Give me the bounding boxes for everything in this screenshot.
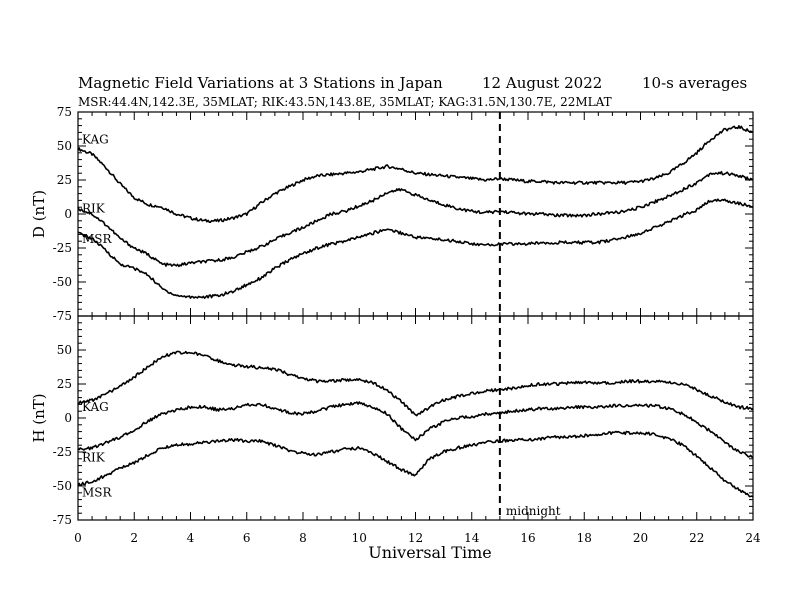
d-series-kag-label: KAG [82, 133, 109, 147]
h-ytick-label: -75 [53, 513, 72, 527]
d-ytick-label: -25 [53, 241, 72, 255]
chart-averages-note: 10-s averages [642, 74, 747, 92]
xtick-label: 6 [243, 531, 251, 545]
h-axis-label: H (nT) [30, 393, 48, 442]
d-ytick-label: 0 [64, 207, 72, 221]
series-labels: KAG RIK MSR KAG RIK MSR [82, 133, 113, 500]
h-series-kag-line [77, 350, 754, 417]
d-ytick-label: 75 [57, 105, 72, 119]
h-series-rik-label: RIK [82, 450, 106, 464]
chart-date: 12 August 2022 [482, 74, 602, 92]
h-ytick-label: 0 [64, 411, 72, 425]
d-ytick-label: -75 [53, 309, 72, 323]
xtick-label: 18 [577, 531, 592, 545]
x-axis-label: Universal Time [368, 543, 491, 562]
d-series-kag-line [77, 125, 754, 223]
d-series-msr-label: MSR [82, 232, 113, 246]
midnight-label: midnight [506, 504, 561, 518]
xtick-label: 2 [130, 531, 138, 545]
d-ytick-label: -50 [53, 275, 72, 289]
h-ytick-label: -50 [53, 479, 72, 493]
xtick-label: 4 [187, 531, 195, 545]
xtick-label: 10 [352, 531, 367, 545]
h-series-msr-label: MSR [82, 486, 113, 500]
chart-title: Magnetic Field Variations at 3 Stations … [78, 74, 443, 92]
h-panel-frame [77, 315, 754, 521]
h-ytick-label: 50 [57, 343, 72, 357]
xtick-label: 22 [689, 531, 704, 545]
h-ytick-label: -25 [53, 445, 72, 459]
h-series-kag-label: KAG [82, 400, 109, 414]
xtick-label: 8 [299, 531, 307, 545]
d-series-rik-label: RIK [82, 202, 106, 216]
d-series-rik-line [77, 170, 754, 268]
series-lines [77, 125, 754, 498]
h-ytick-label: 25 [57, 377, 72, 391]
d-axis-label: D (nT) [30, 190, 48, 238]
h-series-msr-line [77, 430, 754, 498]
xtick-label: 12 [408, 531, 423, 545]
xtick-label: 14 [464, 531, 480, 545]
d-ytick-label: 50 [57, 139, 72, 153]
xtick-label: 20 [633, 531, 648, 545]
d-ytick-label: 25 [57, 173, 72, 187]
d-series-msr-line [77, 198, 754, 299]
xtick-label: 0 [74, 531, 82, 545]
d-panel-frame [77, 111, 754, 317]
xtick-label: 24 [745, 531, 761, 545]
h-series-rik-line [77, 401, 754, 459]
xtick-label: 16 [520, 531, 535, 545]
stations-subtitle: MSR:44.4N,142.3E, 35MLAT; RIK:43.5N,143.… [78, 95, 612, 109]
